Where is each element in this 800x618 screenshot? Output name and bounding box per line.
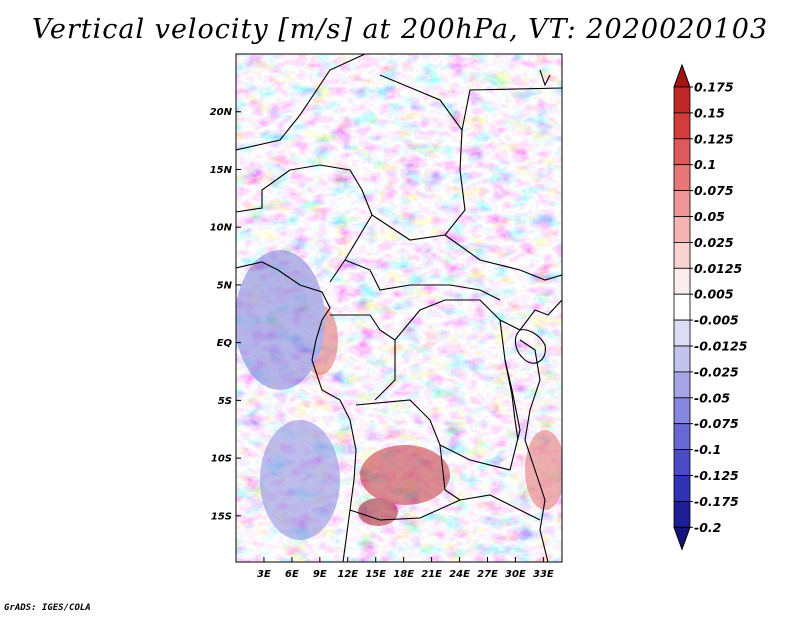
border-uganda-kenya — [499, 299, 562, 331]
border-south-sudan — [444, 234, 562, 281]
colorbar-label: 0.15 — [694, 105, 725, 120]
border-red-sea — [539, 69, 551, 87]
border-tanzania-mozambique — [519, 339, 549, 562]
colorbar-bin — [673, 164, 691, 191]
downdraft-region-atlantic — [236, 250, 325, 390]
lat-tick-label: 15N — [210, 165, 233, 176]
colorbar-label: 0.0125 — [694, 261, 743, 276]
colorbar-bin — [673, 423, 691, 451]
lon-tick-label: 24E — [449, 569, 470, 580]
colorbar-bin — [673, 190, 691, 217]
lon-tick-label: 6E — [285, 569, 299, 580]
lon-tick-label: 12E — [337, 569, 358, 580]
lat-tick-label: 20N — [210, 107, 233, 118]
border-angola-zambia — [439, 444, 461, 501]
colorbar-label: -0.05 — [694, 390, 730, 405]
colorbar-bin — [673, 475, 691, 502]
colorbar-label: 0.005 — [694, 287, 734, 302]
updraft-core-angola — [358, 498, 398, 526]
colorbar-label: 0.175 — [694, 80, 734, 95]
plot-frame — [235, 53, 563, 563]
colorbar-top-arrow — [673, 63, 691, 88]
colorbar-label: 0.1 — [694, 157, 716, 172]
chart-title: Vertical velocity [m/s] at 200hPa, VT: 2… — [31, 14, 769, 45]
colorbar-bin — [673, 371, 691, 399]
colorbar-bin — [673, 397, 691, 425]
downdraft-region-south-atlantic — [260, 420, 340, 540]
colorbar-bin — [673, 216, 691, 243]
colorbar-bottom-arrow — [673, 526, 691, 551]
colorbar-label: -0.1 — [694, 442, 721, 457]
lon-tick-label: 21E — [421, 569, 442, 580]
lat-tick-label: 5N — [217, 280, 233, 291]
lon-tick-label: 27E — [477, 569, 498, 580]
lon-tick-label: 30E — [505, 569, 526, 580]
lon-tick-label: 15E — [365, 569, 386, 580]
country-borders — [236, 54, 562, 562]
lat-tick-label: 10S — [211, 454, 232, 465]
colorbar-label: -0.125 — [694, 468, 739, 483]
border-libya-chad — [379, 74, 463, 131]
lon-tick-label: 18E — [393, 569, 414, 580]
updraft-region-east — [525, 430, 562, 510]
lake-tanganyika — [504, 359, 519, 441]
colorbar-label: -0.075 — [694, 416, 739, 431]
colorbar-label: -0.005 — [694, 313, 739, 328]
colorbar: 0.175 0.15 0.125 0.1 0.075 0.05 0.025 0.0125 0.0… — [673, 63, 748, 551]
colorbar-bin — [673, 449, 691, 476]
colorbar-label: 0.125 — [694, 131, 734, 146]
border-west-africa — [236, 164, 373, 283]
colorbar-bin — [673, 138, 691, 166]
updraft-region-angola — [360, 445, 450, 505]
colorbar-label: 0.025 — [694, 235, 734, 250]
border-congo — [330, 314, 396, 401]
lake-victoria — [514, 329, 546, 364]
lon-tick-label: 33E — [533, 569, 554, 580]
colorbar-bin — [673, 86, 691, 114]
colorbar-label: 0.05 — [694, 209, 725, 224]
colorbar-label: -0.0125 — [694, 339, 748, 354]
colorbar-bin — [673, 500, 691, 528]
colorbar-bin — [673, 241, 691, 269]
latitude-axis: 20N 15N 10N 5N EQ 5S 10S 15S — [210, 107, 241, 522]
lon-tick-label: 9E — [313, 569, 327, 580]
vertical-velocity-field — [236, 54, 562, 562]
colorbar-bin — [673, 319, 691, 347]
colorbar-label: 0.075 — [694, 183, 734, 198]
colorbar-label: -0.2 — [694, 520, 721, 535]
colorbar-bin — [673, 345, 691, 373]
lat-tick-label: EQ — [217, 338, 233, 349]
lat-tick-label: 15S — [211, 511, 232, 522]
longitude-axis: 3E 6E 9E 12E 15E 18E 21E 24E 27E 30E 33E — [257, 557, 554, 580]
grads-credit: GrADS: IGES/COLA — [4, 603, 91, 613]
colorbar-label: -0.175 — [694, 494, 739, 509]
border-sahara-north — [236, 54, 366, 151]
colorbar-bin — [673, 267, 691, 295]
colorbar-bin — [673, 112, 691, 140]
border-drc-angola — [355, 399, 511, 471]
lat-tick-label: 5S — [218, 396, 232, 407]
lon-tick-label: 3E — [257, 569, 271, 580]
coastline-west — [236, 261, 357, 562]
border-car — [344, 259, 501, 301]
border-chad-sudan — [371, 87, 562, 241]
lat-tick-label: 10N — [210, 223, 233, 234]
colorbar-label: -0.025 — [694, 364, 739, 379]
colorbar-bin — [673, 293, 691, 321]
